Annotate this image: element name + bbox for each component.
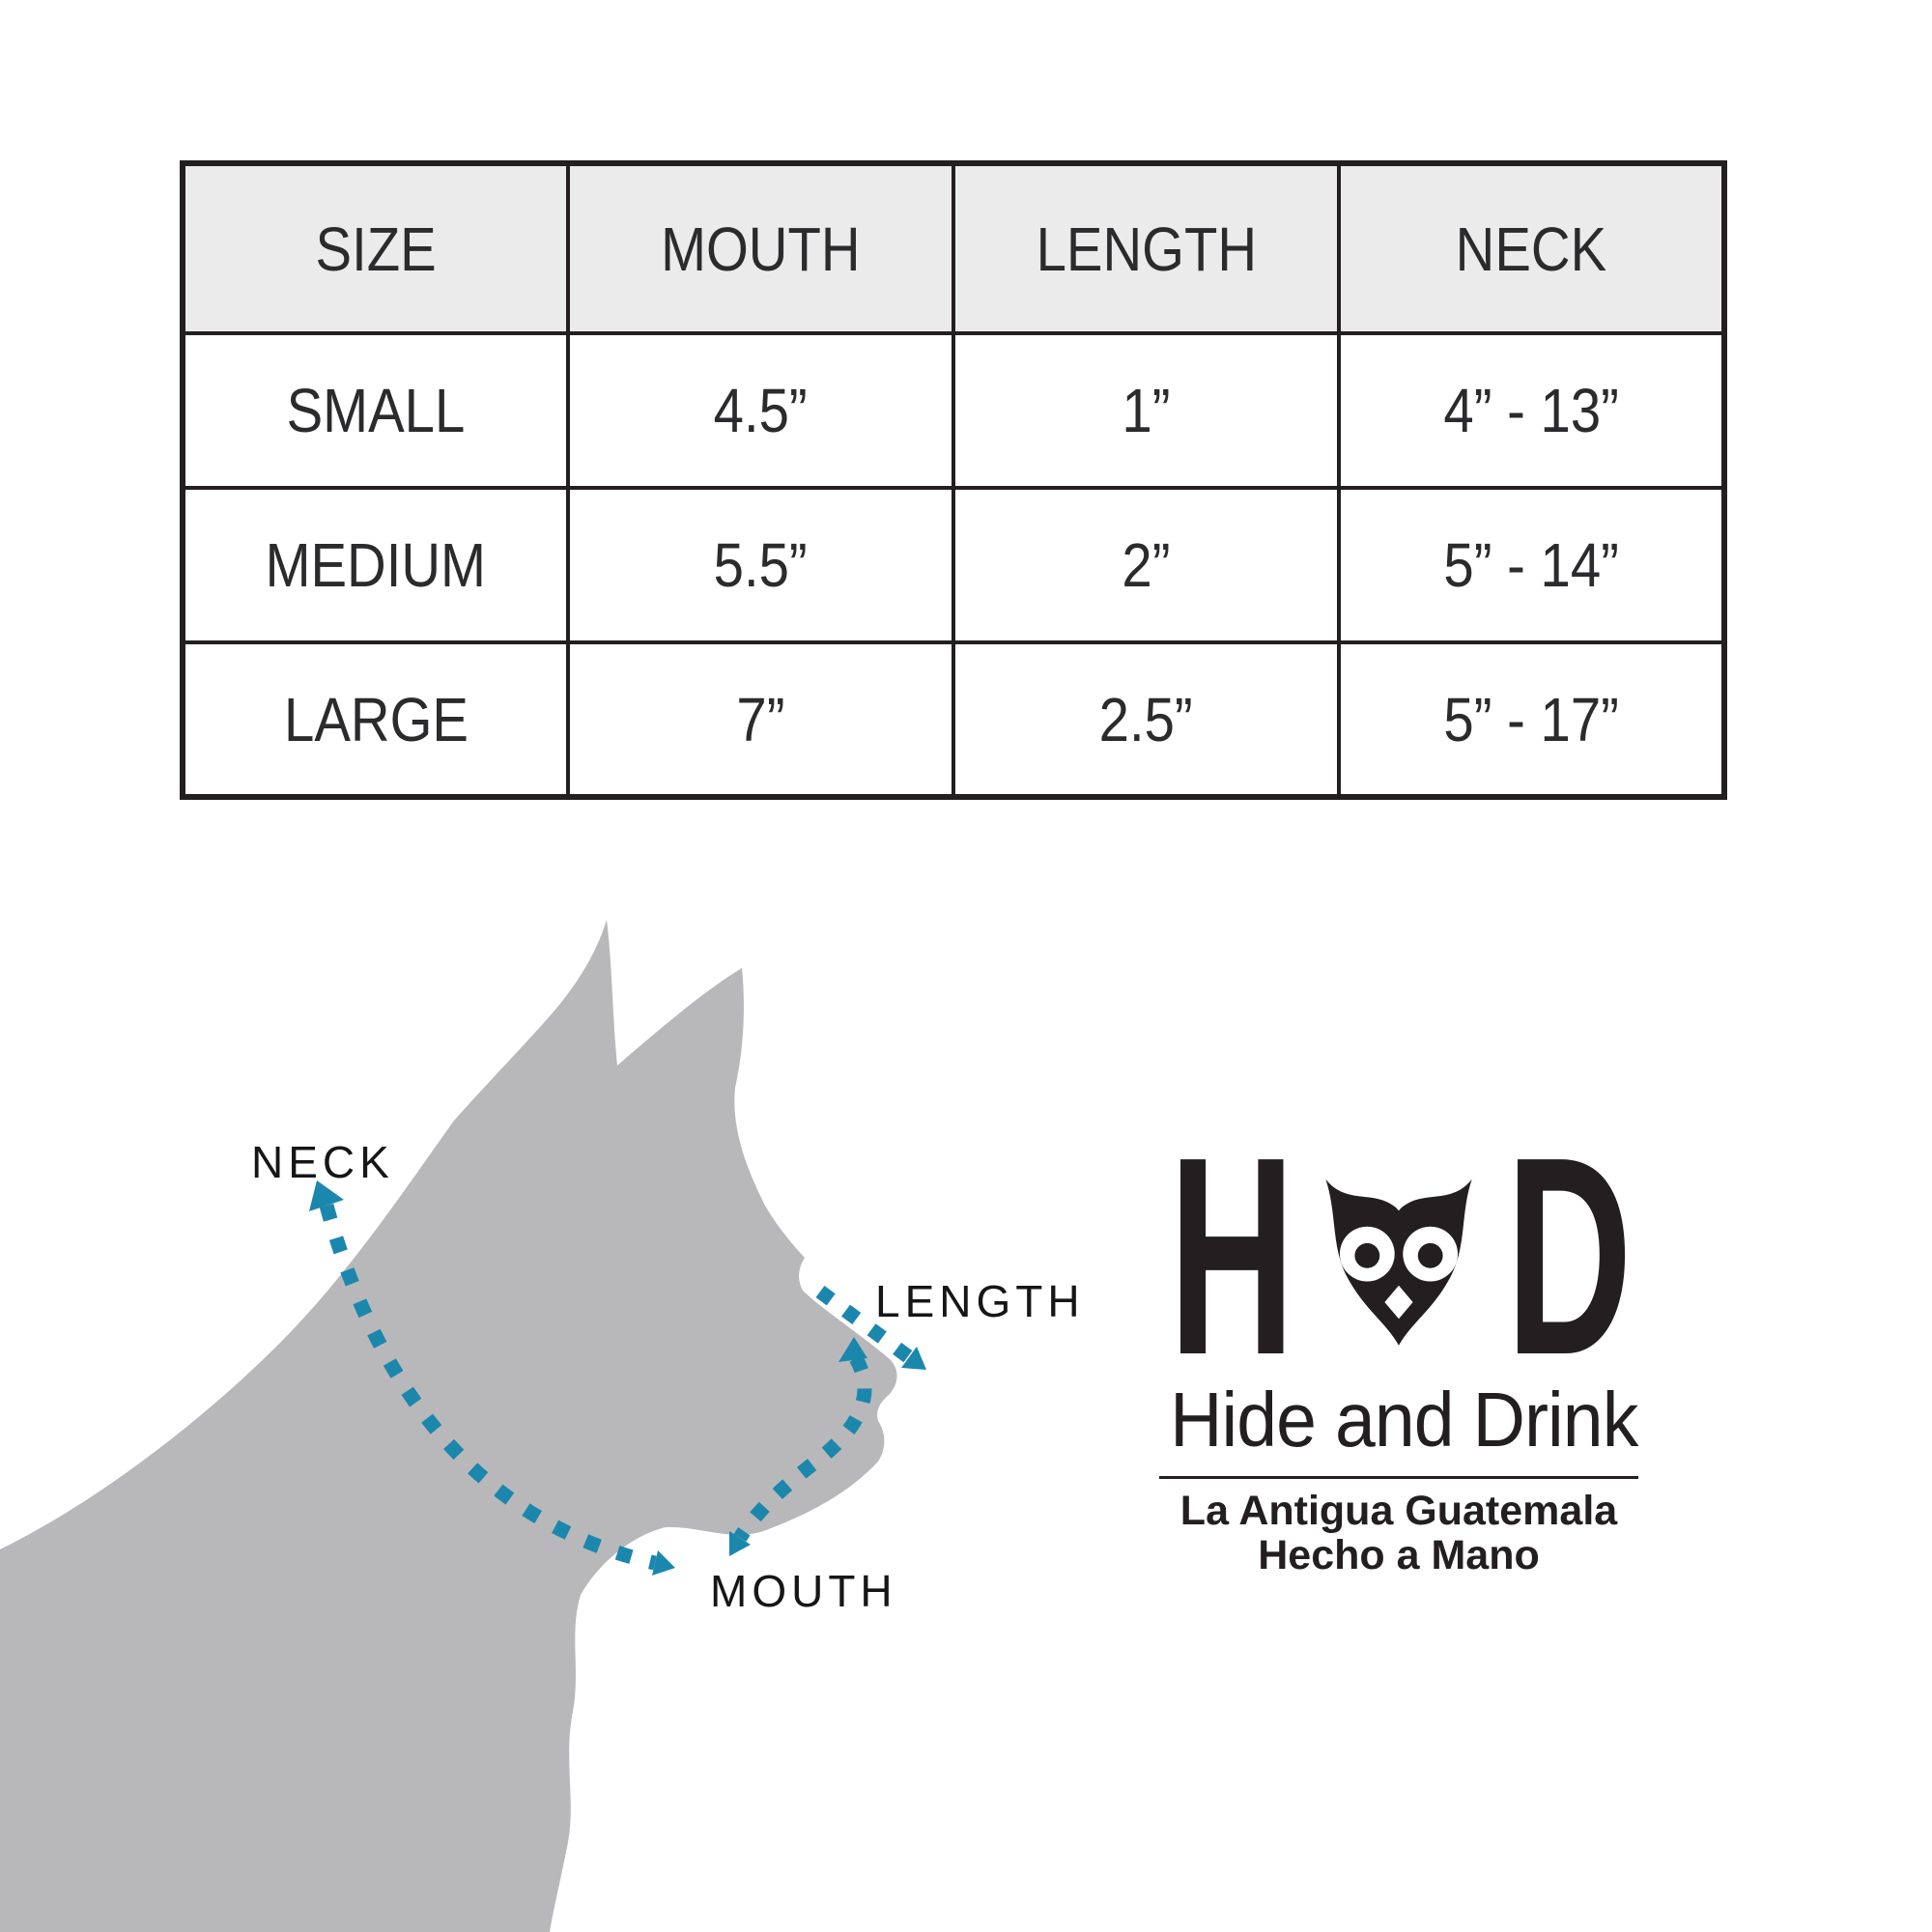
owl-right-pupil — [1417, 1242, 1443, 1268]
cell-neck: 5” - 14” — [1337, 486, 1726, 644]
cell-size: LARGE — [181, 640, 570, 799]
length-label: LENGTH — [875, 1276, 1085, 1326]
tagline-line2: Hecho a Mano — [1258, 1532, 1540, 1579]
table-row-medium: MEDIUM 5.5” 2” 5” - 14” — [181, 486, 1726, 644]
hide-and-drink-logo: H D Hide and Drink La Antigua Guatemala … — [1155, 1115, 1642, 1579]
monogram-letter-d: D — [1505, 1098, 1633, 1413]
neck-arrow-top — [309, 1180, 344, 1211]
tagline-line1: La Antigua Guatemala — [1179, 1488, 1618, 1534]
length-measure-line — [815, 1285, 926, 1370]
logo-divider — [1159, 1476, 1638, 1479]
col-header-size: SIZE — [181, 161, 570, 335]
neck-arrow-bottom — [652, 1550, 675, 1576]
col-header-mouth: MOUTH — [566, 161, 955, 335]
cell-length: 2” — [952, 486, 1341, 644]
cell-mouth: 7” — [566, 640, 955, 799]
cell-neck: 4” - 13” — [1337, 331, 1726, 490]
cell-mouth: 4.5” — [566, 331, 955, 490]
mouth-label: MOUTH — [710, 1566, 897, 1616]
cell-length: 1” — [952, 331, 1341, 490]
mouth-arrow-bottom — [729, 1531, 751, 1556]
logo-monogram: H D — [1155, 1115, 1642, 1397]
dog-silhouette — [0, 920, 897, 1932]
cell-mouth: 5.5” — [566, 486, 955, 644]
mouth-arrow-top — [838, 1337, 867, 1362]
table-row-large: LARGE 7” 2.5” 5” - 17” — [181, 640, 1726, 799]
col-header-length: LENGTH — [952, 161, 1341, 335]
table-header-row: SIZE MOUTH LENGTH NECK — [181, 161, 1726, 335]
owl-face-icon — [1325, 1179, 1472, 1346]
col-header-neck: NECK — [1337, 161, 1726, 335]
brand-name: Hide and Drink — [1170, 1377, 1638, 1463]
cell-size: SMALL — [181, 331, 570, 490]
cell-neck: 5” - 17” — [1337, 640, 1726, 799]
length-arrow — [901, 1347, 926, 1370]
dog-silhouette-diagram — [0, 920, 926, 1932]
neck-label: NECK — [251, 1137, 394, 1187]
owl-left-pupil — [1354, 1242, 1380, 1268]
size-chart-table: SIZE MOUTH LENGTH NECK SMALL 4.5” 1” 4” … — [180, 160, 1727, 800]
neck-measure-line — [309, 1180, 675, 1576]
monogram-letter-h: H — [1169, 1098, 1295, 1413]
cell-size: MEDIUM — [181, 486, 570, 644]
mouth-measure-line — [729, 1337, 872, 1556]
cell-length: 2.5” — [952, 640, 1341, 799]
table-row-small: SMALL 4.5” 1” 4” - 13” — [181, 331, 1726, 490]
